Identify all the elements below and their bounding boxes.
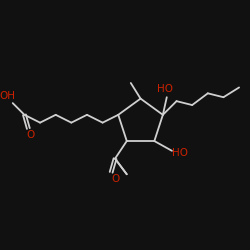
Text: HO: HO <box>172 148 188 158</box>
Text: HO: HO <box>157 84 173 94</box>
Text: O: O <box>26 130 34 140</box>
Text: OH: OH <box>0 91 16 101</box>
Text: O: O <box>111 174 119 184</box>
